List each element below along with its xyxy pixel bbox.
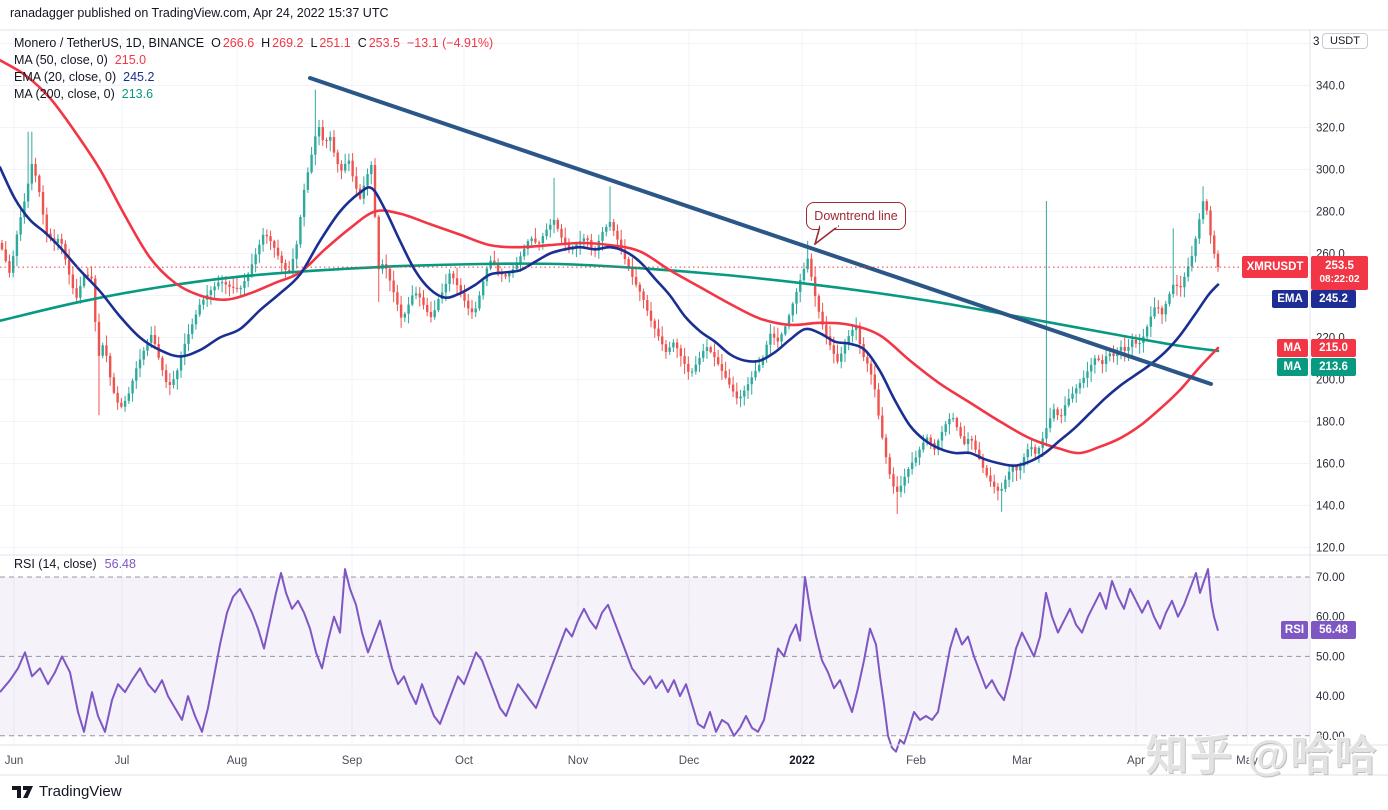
- ohlc-open: O 266.6: [211, 35, 255, 50]
- rsi-badge-value: 56.48: [1311, 621, 1356, 639]
- price-axis-tick: 320.0: [1316, 123, 1345, 135]
- callout-tail: [813, 225, 839, 245]
- price-axis-top-label: 3: [1313, 36, 1320, 48]
- price-axis-tick: 200.0: [1316, 375, 1345, 387]
- rsi-badge-label: RSI: [1281, 621, 1308, 639]
- ohlc-high: H 269.2: [261, 35, 304, 50]
- rsi-axis-tick: 50.00: [1316, 651, 1345, 663]
- ma200-badge-value: 213.6: [1311, 358, 1356, 376]
- time-axis-tick: Aug: [227, 755, 247, 767]
- time-axis-tick: May: [1236, 755, 1258, 767]
- downtrend-line-callout[interactable]: Downtrend line: [806, 202, 906, 245]
- indicator-legend-ma200[interactable]: MA (200, close, 0) 213.6: [14, 86, 154, 101]
- ema-badge-label: EMA: [1272, 290, 1308, 308]
- time-axis-tick: Dec: [679, 755, 700, 767]
- ohlc-change: −13.1 (−4.91%): [407, 35, 494, 50]
- time-axis-tick: Oct: [455, 755, 474, 767]
- rsi-axis-tick: 30.00: [1316, 731, 1345, 743]
- indicator-legend-ema20[interactable]: EMA (20, close, 0) 245.2: [14, 69, 155, 84]
- ma200-badge-label: MA: [1277, 358, 1308, 376]
- price-axis-tick: 120.0: [1316, 543, 1345, 555]
- published-byline: ranadagger published on TradingView.com,…: [10, 6, 389, 20]
- bar-countdown: 08:22:02: [1319, 274, 1360, 285]
- tradingview-logo-text: TradingView: [39, 783, 122, 800]
- time-axis-tick: Mar: [1012, 755, 1032, 767]
- tradingview-footer-logo[interactable]: TradingView: [12, 783, 122, 800]
- ohlc-low: L 251.1: [310, 35, 351, 50]
- indicator-legend-ma50[interactable]: MA (50, close, 0) 215.0: [14, 52, 147, 67]
- ma50-badge-label: MA: [1277, 339, 1308, 357]
- symbol-price-badge-value: 253.5 08:22:02: [1311, 256, 1368, 290]
- price-axis-tick: 160.0: [1316, 459, 1345, 471]
- tradingview-icon: [12, 785, 33, 798]
- time-axis-tick: 2022: [789, 755, 815, 767]
- symbol-title: Monero / TetherUS, 1D, BINANCE: [14, 35, 205, 50]
- time-axis-tick: Apr: [1127, 755, 1145, 767]
- price-axis-tick: 280.0: [1316, 207, 1345, 219]
- ma50-badge-value: 215.0: [1311, 339, 1356, 357]
- time-axis-tick: Jun: [5, 755, 24, 767]
- rsi-legend-row[interactable]: RSI (14, close) 56.48: [14, 557, 136, 571]
- price-axis-tick: 340.0: [1316, 81, 1345, 93]
- price-axis-tick: 140.0: [1316, 501, 1345, 513]
- site-watermark: 知乎 @哈哈: [1146, 732, 1379, 779]
- time-axis-tick: Nov: [568, 755, 589, 767]
- price-axis-tick: 300.0: [1316, 165, 1345, 177]
- usdt-unit-button[interactable]: USDT: [1322, 33, 1368, 49]
- ema-badge-value: 245.2: [1311, 290, 1356, 308]
- ohlc-close: C 253.5: [357, 35, 400, 50]
- rsi-axis-tick: 40.00: [1316, 691, 1345, 703]
- time-axis-tick: Jul: [115, 755, 130, 767]
- time-axis-tick: Feb: [906, 755, 926, 767]
- time-axis-tick: Sep: [342, 755, 362, 767]
- price-axis-tick: 180.0: [1316, 417, 1345, 429]
- rsi-axis-tick: 70.00: [1316, 572, 1345, 584]
- rsi-axis-tick: 60.00: [1316, 612, 1345, 624]
- symbol-price-badge-label: XMRUSDT: [1242, 256, 1308, 278]
